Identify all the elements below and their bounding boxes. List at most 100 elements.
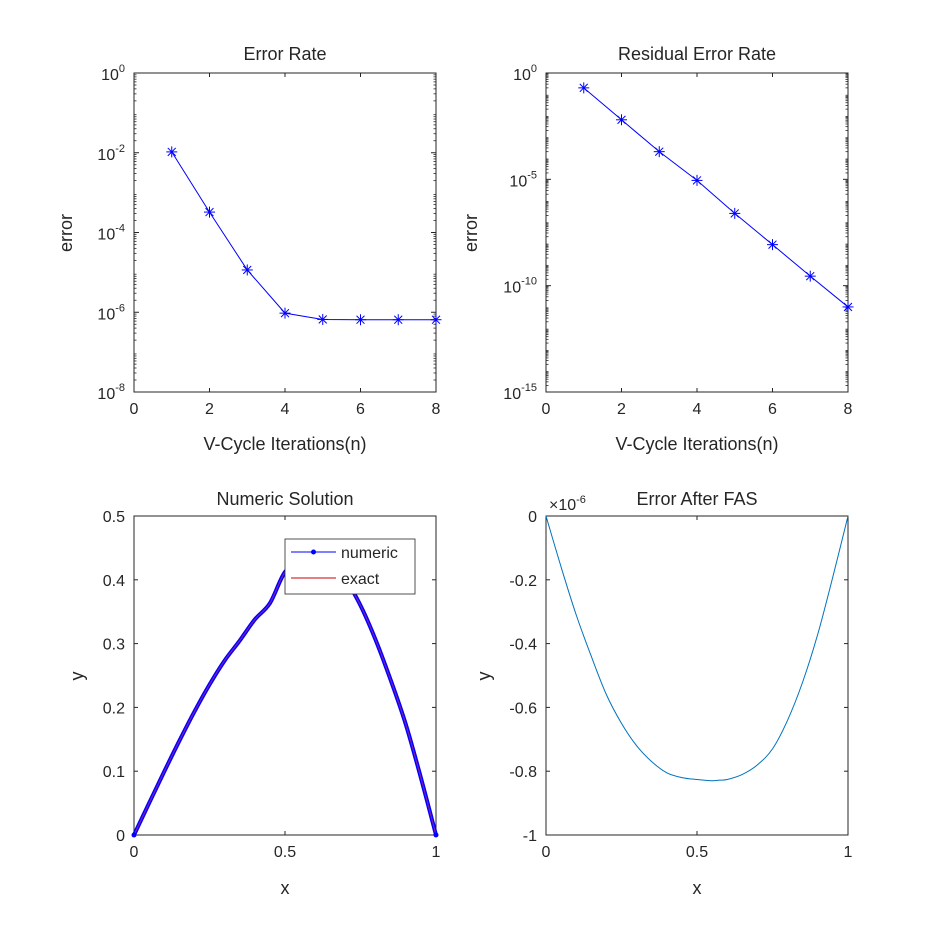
y-tick-label: 10-2: [97, 143, 125, 164]
x-tick-label: 0.5: [686, 844, 708, 861]
plot-area: 10-8 10-6 10-4 10-2 100 0 2 4 6 8: [97, 63, 442, 418]
numeric-solution-title: Numeric Solution: [216, 489, 353, 509]
data-point: [279, 307, 291, 319]
y-tick-label: 0.3: [103, 637, 125, 654]
numeric-solution-ylabel: y: [67, 672, 87, 681]
y-tick-label: 10-15: [503, 382, 537, 403]
data-point: [653, 146, 665, 158]
numeric-endpoint: [131, 832, 137, 838]
data-point: [204, 206, 215, 218]
marker-stroke: [393, 315, 403, 325]
x-tick-label: 6: [356, 401, 365, 418]
x-tick-label: 0.5: [274, 844, 296, 861]
data-point: [241, 264, 253, 276]
data-point: [842, 301, 854, 313]
y-tick-label: 10-6: [97, 302, 125, 323]
data-point: [355, 314, 366, 326]
y-tick-label: 0: [116, 828, 125, 845]
x-tick-label: 4: [693, 401, 702, 418]
data-point: [166, 146, 178, 158]
exponent-base: ×10: [549, 497, 576, 514]
y-tick-label: -1: [523, 828, 537, 845]
legend-numeric-label: numeric: [341, 545, 398, 562]
y-tick-label: 100: [513, 63, 537, 84]
error-rate-title: Error Rate: [243, 44, 326, 64]
legend-exact-label: exact: [341, 571, 380, 588]
numeric-endpoint: [433, 832, 439, 838]
marker-stroke: [805, 271, 815, 281]
marker-stroke: [730, 209, 740, 218]
data-point: [392, 314, 404, 326]
x-tick-label: 8: [432, 401, 441, 418]
data-point: [729, 207, 741, 219]
legend-numeric-marker: [311, 549, 316, 555]
x-tick-label: 0: [542, 844, 551, 861]
data-point: [767, 239, 778, 251]
y-tick-label: 0: [528, 509, 537, 526]
y-tick-label: 0.4: [103, 573, 125, 590]
error-after-fas-xlabel: x: [693, 878, 702, 898]
x-tick-label: 2: [205, 401, 214, 418]
marker-stroke: [205, 207, 214, 217]
error-after-fas-title: Error After FAS: [636, 489, 757, 509]
y-tick-label: 10-4: [97, 223, 125, 244]
legend-box: [284, 538, 416, 595]
x-tick-label: 1: [844, 844, 853, 861]
residual-error-rate-xlabel: V-Cycle Iterations(n): [615, 434, 778, 454]
y-tick-label: 10-5: [509, 169, 537, 190]
marker-stroke: [167, 147, 177, 157]
y-tick-label: -0.6: [509, 700, 537, 717]
y-tick-label: 10-8: [97, 382, 125, 403]
y-tick-label: -0.4: [509, 637, 537, 654]
series-line: [171, 151, 436, 321]
error-rate-ylabel: error: [56, 214, 76, 252]
legend: numeric exact: [284, 538, 416, 595]
residual-error-rate-ylabel: error: [461, 214, 481, 252]
error-after-fas-panel: 0 -0.2 -0.4 -0.6 -0.8 -1 0 0.5 1 Error After FAS…: [474, 489, 853, 898]
data-point: [430, 314, 442, 326]
marker-stroke: [356, 315, 365, 325]
marker-stroke: [692, 176, 702, 185]
plot-frame: [545, 515, 849, 836]
marker-stroke: [318, 315, 328, 324]
x-tick-label: 6: [768, 401, 777, 418]
error-after-fas-ylabel: y: [474, 672, 494, 681]
x-tick-label: 1: [432, 844, 441, 861]
plot-frame: [133, 72, 437, 393]
numeric-solution-panel: 0 0.1 0.2 0.3 0.4 0.5 0 0.5 1 Numeric Solution x…: [67, 489, 441, 898]
error-series-line: [545, 515, 849, 782]
y-tick-label: 0.2: [103, 700, 125, 717]
residual-error-rate-title: Residual Error Rate: [618, 44, 776, 64]
error-rate-xlabel: V-Cycle Iterations(n): [203, 434, 366, 454]
plot-area: 0 -0.2 -0.4 -0.6 -0.8 -1 0 0.5 1: [509, 509, 852, 861]
data-point: [691, 174, 703, 186]
x-tick-label: 0: [130, 401, 139, 418]
data-point: [616, 114, 627, 126]
exponent-power: -6: [576, 494, 586, 506]
y-tick-label: 0.5: [103, 509, 125, 526]
exponent-multiplier: ×10-6: [549, 494, 586, 514]
y-tick-label: 10-10: [503, 276, 537, 297]
marker-stroke: [280, 308, 290, 318]
error-rate-panel: 10-8 10-6 10-4 10-2 100 0 2 4 6 8 Error Rate V-Cy…: [56, 44, 442, 454]
x-tick-label: 4: [281, 401, 290, 418]
marker-stroke: [617, 115, 626, 125]
x-tick-label: 2: [617, 401, 626, 418]
x-tick-label: 0: [542, 401, 551, 418]
y-tick-label: -0.8: [509, 764, 537, 781]
x-tick-label: 8: [844, 401, 853, 418]
y-tick-label: -0.2: [509, 573, 537, 590]
marker-stroke: [242, 265, 252, 275]
data-point: [578, 82, 590, 94]
marker-stroke: [579, 83, 589, 93]
data-point: [804, 270, 816, 282]
marker-stroke: [654, 147, 664, 156]
x-tick-label: 0: [130, 844, 139, 861]
data-point: [317, 313, 329, 325]
residual-error-rate-panel: 10-15 10-10 10-5 100 0 2 4 6 8 Residual Error Ra…: [461, 44, 854, 454]
y-tick-label: 0.1: [103, 764, 125, 781]
marker-stroke: [843, 302, 853, 312]
plot-frame: [545, 72, 849, 393]
plot-area: 10-15 10-10 10-5 100 0 2 4 6 8: [503, 63, 854, 418]
